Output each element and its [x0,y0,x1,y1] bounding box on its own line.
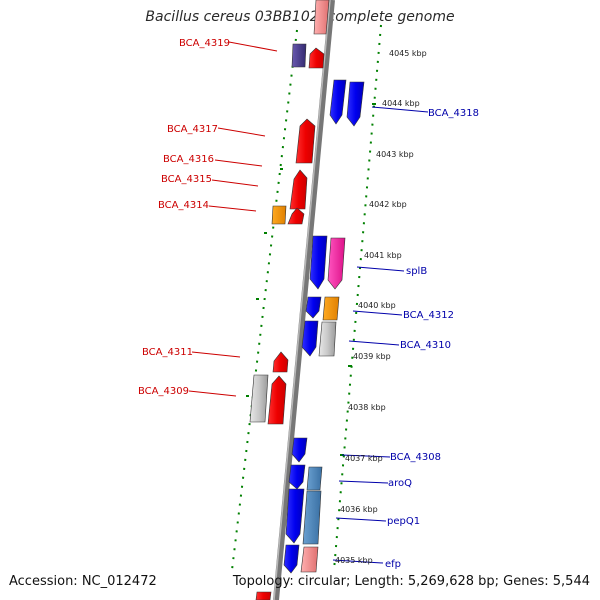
gene-bca4308 [291,437,308,463]
gene-efp-blue [283,544,300,574]
left-gene-labels: BCA_4319 BCA_4317 BCA_4316 BCA_4315 BCA_… [138,38,230,397]
label-bca4314[interactable]: BCA_4314 [158,200,209,211]
label-bca4319[interactable]: BCA_4319 [179,38,230,49]
label-bca4316[interactable]: BCA_4316 [163,154,214,165]
label-bca4317[interactable]: BCA_4317 [167,124,218,135]
topology-text: Topology: circular; Length: 5,269,628 bp… [232,574,590,589]
genome-title: Bacillus cereus 03BB102, complete genome [145,9,455,25]
label-pepq1[interactable]: pepQ1 [387,516,420,527]
gene-bca4309 [267,375,287,425]
gene-bca4317 [295,118,316,164]
gene-bca4310-blue [301,320,319,357]
right-tick-ring [333,24,382,571]
gene-bca4318-b [346,81,365,127]
genome-backbone [273,0,335,600]
gene-aroq [306,466,323,491]
backbone-highlight [273,0,331,600]
tick-label: 4040 kbp [358,301,396,310]
accession-text: Accession: NC_012472 [9,574,157,589]
gene-bca4312-blue [305,296,322,319]
tick-label: 4043 kbp [376,150,414,159]
right-gene-labels: BCA_4318 splB BCA_4312 BCA_4310 BCA_4308… [385,108,479,570]
label-efp[interactable]: efp [385,559,401,570]
left-connectors [188,41,278,397]
gene-bca4312 [322,296,340,321]
tick-label: 4035 kbp [335,556,373,565]
label-bca4308[interactable]: BCA_4308 [390,452,441,463]
tick-label: 4042 kbp [369,200,407,209]
gene-features [249,0,365,600]
tick-label: 4037 kbp [345,454,383,463]
gene-aroq-blue [288,464,306,490]
left-tick-ring [231,29,298,571]
label-bca4318[interactable]: BCA_4318 [428,108,479,119]
gene-splb-blue [309,235,328,290]
gene-bca4318-a [329,79,347,125]
label-bca4311[interactable]: BCA_4311 [142,347,193,358]
gene-top-salmon [313,0,330,35]
tick-label: 4045 kbp [389,49,427,58]
label-bca4309[interactable]: BCA_4309 [138,386,189,397]
gene-bca4314 [287,207,305,225]
gene-bca4319 [308,47,325,69]
right-connectors [332,106,429,564]
label-bca4312[interactable]: BCA_4312 [403,310,454,321]
tick-label: 4044 kbp [382,99,420,108]
gene-bca4311 [272,351,289,373]
gene-bca4310 [318,321,337,357]
label-bca4310[interactable]: BCA_4310 [400,340,451,351]
gene-efp [300,546,319,573]
tick-label: 4038 kbp [348,403,386,412]
label-bca4315[interactable]: BCA_4315 [161,174,212,185]
gene-splb [327,237,346,290]
label-aroq[interactable]: aroQ [388,478,412,489]
gene-pepq1-blue [285,488,305,544]
gene-bca4319-purple [291,43,307,68]
tick-label: 4041 kbp [364,251,402,260]
scale-tick-labels: 4045 kbp 4044 kbp 4043 kbp 4042 kbp 4041… [335,49,427,565]
gene-bca4314-orange [271,205,287,225]
gene-bca4309-gray [249,374,269,423]
tick-label: 4036 kbp [340,505,378,514]
gene-bca4316 [289,169,308,210]
tick-label: 4039 kbp [353,352,391,361]
gene-pepq1 [302,490,322,545]
label-splb[interactable]: splB [406,266,427,277]
gene-bottom [255,591,272,600]
